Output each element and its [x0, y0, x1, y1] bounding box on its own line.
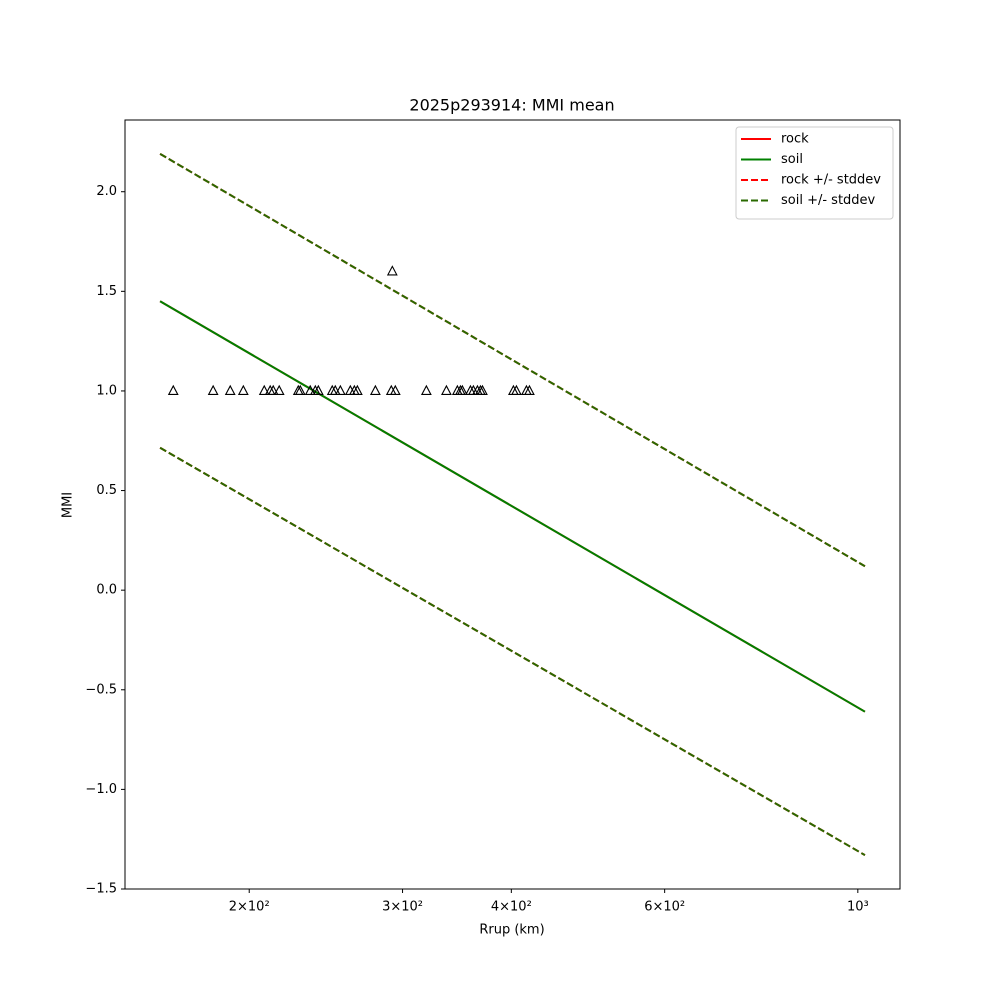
- y-tick-label: 1.5: [96, 284, 117, 299]
- data-point: [224, 384, 236, 395]
- x-tick-label: 6×10²: [644, 900, 685, 915]
- legend-label: soil +/- stddev: [781, 193, 876, 208]
- data-point: [456, 384, 468, 395]
- legend-box: [735, 126, 894, 220]
- data-point: [207, 384, 219, 395]
- x-tick-label: 2×10²: [229, 900, 270, 915]
- y-tick-label: 1.0: [96, 383, 117, 398]
- legend-label: rock: [781, 132, 809, 147]
- data-point: [420, 384, 432, 395]
- data-point: [386, 265, 398, 276]
- data-point: [369, 384, 381, 395]
- data-point: [510, 384, 522, 395]
- chart-title: 2025p293914: MMI mean: [409, 96, 614, 115]
- legend-label: soil: [781, 152, 803, 167]
- data-point: [273, 384, 285, 395]
- y-tick-label: 0.5: [96, 483, 117, 498]
- data-point: [167, 384, 179, 395]
- y-tick-label: 0.0: [96, 583, 117, 598]
- y-tick-label: 2.0: [96, 184, 117, 199]
- y-axis-label: MMI: [61, 492, 76, 518]
- x-tick-label: 3×10²: [382, 900, 423, 915]
- y-tick-label: −0.5: [85, 682, 117, 697]
- y-tick-label: −1.5: [85, 882, 117, 897]
- series-line: [159, 153, 866, 856]
- x-tick-label: 10³: [847, 900, 869, 915]
- data-point: [351, 384, 363, 395]
- legend-label: rock +/- stddev: [781, 173, 881, 188]
- y-tick-label: −1.0: [85, 782, 117, 797]
- data-point: [389, 384, 401, 395]
- data-point: [312, 384, 324, 395]
- plot-frame: [124, 119, 901, 890]
- x-tick-label: 4×10²: [491, 900, 532, 915]
- data-point: [294, 384, 306, 395]
- data-point: [440, 384, 452, 395]
- data-point: [237, 384, 249, 395]
- series-line: [159, 300, 866, 713]
- x-axis-label: Rrup (km): [479, 923, 544, 938]
- data-point: [267, 384, 279, 395]
- data-point: [524, 384, 535, 395]
- data-point: [477, 384, 488, 395]
- data-point: [334, 384, 346, 395]
- data-point: [258, 384, 270, 395]
